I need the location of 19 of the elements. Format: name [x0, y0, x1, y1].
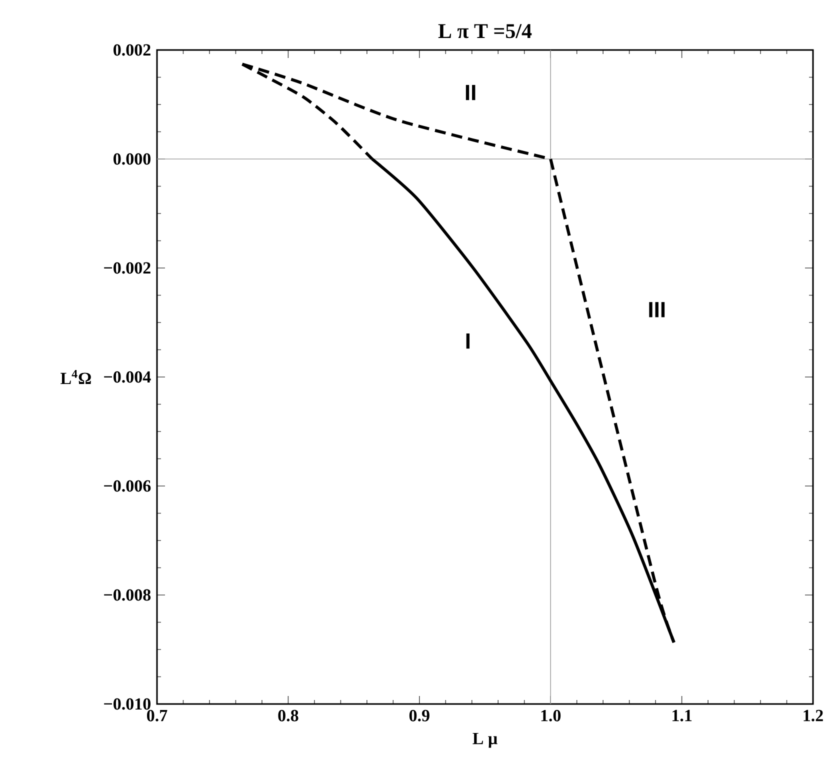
y-tick-label: −0.004 — [104, 371, 151, 383]
y-tick-label: 0.002 — [114, 44, 150, 56]
y-tick-label: −0.008 — [104, 589, 151, 601]
annotation: II — [466, 84, 476, 100]
annotation: I — [466, 333, 470, 349]
y-tick-label: −0.006 — [104, 480, 151, 492]
y-axis-title: L$^{4}$Ω — [60, 370, 91, 384]
x-tick-label: 1.1 — [672, 710, 692, 722]
x-tick-label: 0.8 — [278, 710, 298, 722]
y-tick-label: −0.002 — [104, 262, 150, 274]
x-tick-label: 0.7 — [147, 710, 168, 722]
y-tick-label: −0.010 — [104, 698, 150, 710]
annotation: III — [649, 302, 665, 318]
x-axis-title: L μ — [472, 732, 498, 748]
chart-title: L π T =5/4 — [438, 24, 532, 38]
x-tick-label: 0.9 — [409, 710, 430, 722]
x-tick-label: 1.0 — [541, 710, 561, 722]
x-tick-label: 1.2 — [804, 710, 823, 722]
y-tick-label: 0.000 — [114, 153, 150, 165]
